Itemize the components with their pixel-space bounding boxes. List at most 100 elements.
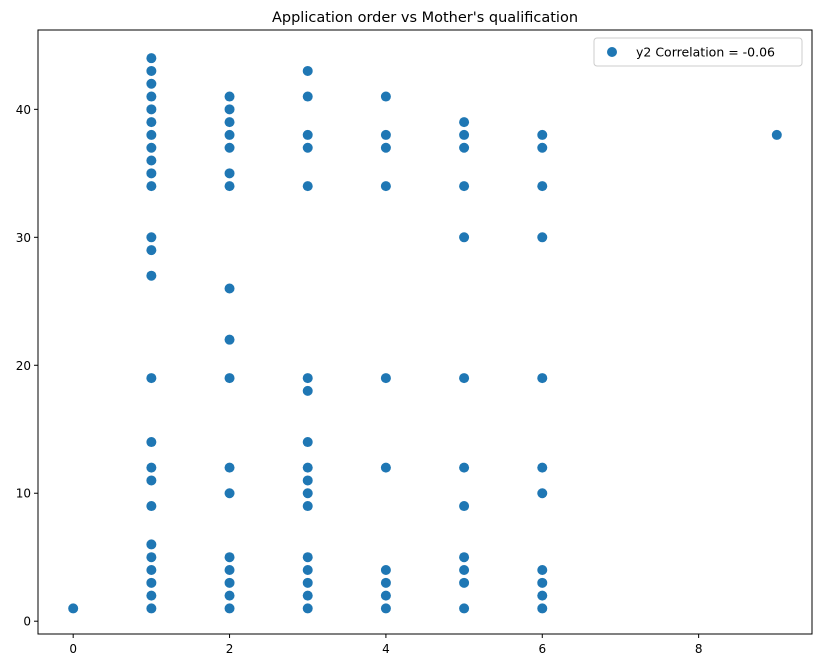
y-axis: 0 10 20 30 40 [16,103,38,629]
scatter-point [537,462,548,473]
scatter-point [146,577,157,588]
scatter-point [380,603,391,614]
y-tick-label: 40 [16,103,31,117]
scatter-point [459,142,470,153]
scatter-point [146,168,157,179]
legend-box [593,37,803,67]
scatter-point [146,53,157,64]
scatter-point [224,91,235,102]
plot-area [37,29,813,635]
scatter-point [380,129,391,140]
scatter-point [771,129,782,140]
scatter-point [302,437,313,448]
x-axis: 0 2 4 6 8 [69,634,702,656]
scatter-point [537,181,548,192]
scatter-point [302,552,313,563]
scatter-point [459,129,470,140]
scatter-point [224,181,235,192]
scatter-point [537,603,548,614]
scatter-point [146,181,157,192]
scatter-point [146,270,157,281]
scatter-point [224,552,235,563]
scatter-point [380,373,391,384]
scatter-point [459,181,470,192]
scatter-point [537,577,548,588]
scatter-point [146,475,157,486]
scatter-point [302,373,313,384]
scatter-point [224,565,235,576]
scatter-point [146,437,157,448]
x-tick-label: 0 [69,642,77,656]
scatter-point [146,603,157,614]
scatter-point [146,78,157,89]
chart-title: Application order vs Mother's qualificat… [272,10,578,26]
scatter-point [537,590,548,601]
y-tick-label: 30 [16,231,31,245]
scatter-point [380,91,391,102]
scatter-point [459,462,470,473]
scatter-point [302,65,313,76]
scatter-point [224,488,235,499]
scatter-point [537,142,548,153]
scatter-point [459,565,470,576]
scatter-point [146,539,157,550]
y-tick-label: 10 [16,487,31,501]
scatter-point [224,283,235,294]
scatter-point [224,577,235,588]
scatter-point [146,129,157,140]
scatter-point [302,181,313,192]
scatter-point [537,232,548,243]
scatter-point [146,155,157,166]
scatter-point [459,501,470,512]
scatter-point [146,104,157,115]
scatter-point [224,590,235,601]
scatter-point [459,577,470,588]
scatter-point [302,501,313,512]
scatter-point [224,168,235,179]
scatter-point [68,603,79,614]
scatter-point [146,373,157,384]
scatter-point [224,129,235,140]
scatter-point [380,590,391,601]
scatter-point [146,590,157,601]
scatter-point [146,565,157,576]
scatter-point [537,373,548,384]
scatter-point [146,142,157,153]
scatter-point [380,565,391,576]
scatter-point [224,117,235,128]
scatter-point [459,373,470,384]
scatter-point [146,501,157,512]
x-tick-label: 8 [695,642,703,656]
scatter-point [537,488,548,499]
scatter-point [302,577,313,588]
scatter-point [146,117,157,128]
scatter-point [224,603,235,614]
scatter-point [302,565,313,576]
y-tick-label: 0 [23,615,31,629]
scatter-point [224,104,235,115]
scatter-point [459,232,470,243]
scatter-point [146,245,157,256]
scatter-point [146,552,157,563]
x-tick-label: 6 [538,642,546,656]
scatter-point [224,462,235,473]
scatter-point [224,334,235,345]
scatter-point [302,385,313,396]
x-tick-label: 4 [382,642,390,656]
scatter-point [302,142,313,153]
scatter-point [224,373,235,384]
scatter-point [302,603,313,614]
scatter-point [380,577,391,588]
scatter-point [380,462,391,473]
scatter-point [380,142,391,153]
scatter-point [302,91,313,102]
scatter-point [302,129,313,140]
scatter-point [537,565,548,576]
y-tick-label: 20 [16,359,31,373]
scatter-point [380,181,391,192]
scatter-point [302,590,313,601]
scatter-point [224,142,235,153]
x-tick-label: 2 [226,642,234,656]
legend-marker [607,47,617,57]
